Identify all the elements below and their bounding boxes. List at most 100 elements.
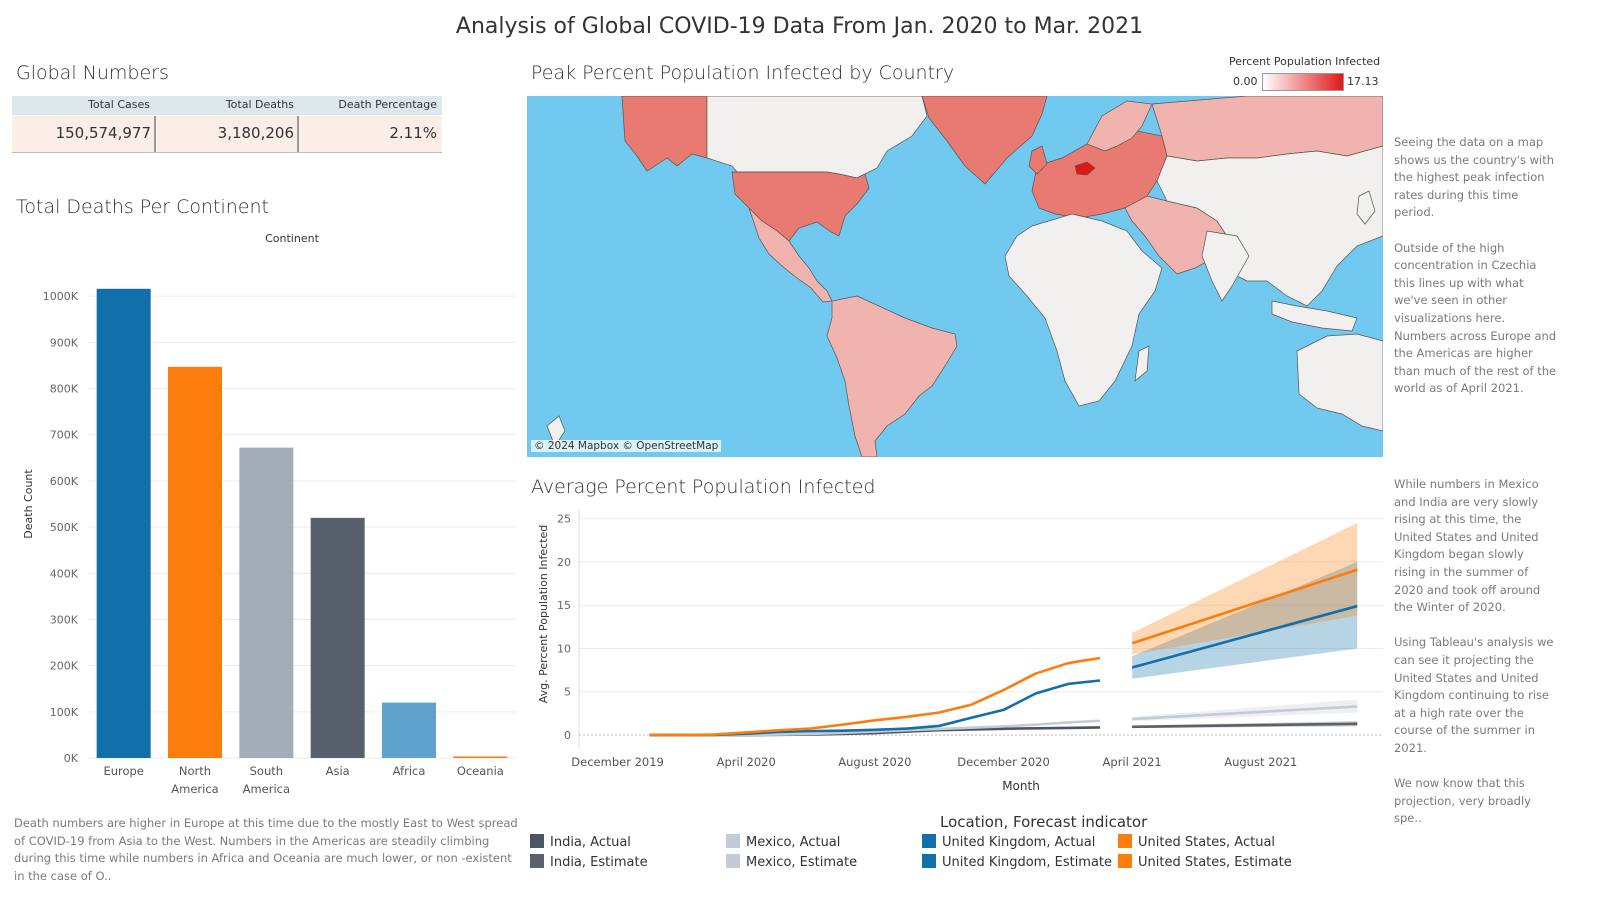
legend-label: India, Estimate	[550, 855, 648, 870]
bar-y-tick-label: 300K	[50, 613, 79, 626]
bar-y-axis-label: Death Count	[22, 469, 35, 539]
bar-x-tick-label: Europe	[103, 764, 143, 778]
continent-column-header: Continent	[265, 232, 319, 245]
bar-y-tick-label: 800K	[50, 383, 79, 396]
bar-x-tick-label: North	[179, 764, 211, 778]
legend-label: United Kingdom, Actual	[942, 835, 1096, 850]
legend-item[interactable]: India, Actual	[530, 834, 631, 850]
bar-y-tick-label: 100K	[50, 706, 79, 719]
line-x-tick-label: April 2021	[1103, 755, 1162, 769]
line-series-india-estimate[interactable]	[1132, 722, 1358, 729]
bar-south-america[interactable]	[239, 447, 294, 758]
infection-line-chart[interactable]: 0 5 10 15 20 25 December 2019 April 2020 August …	[527, 505, 1387, 805]
map-legend-min: 0.00	[1233, 75, 1258, 88]
legend-swatch	[726, 834, 740, 848]
global-numbers-title: Global Numbers	[16, 62, 169, 84]
deaths-per-continent-title: Total Deaths Per Continent	[16, 196, 270, 218]
legend-item[interactable]: Mexico, Estimate	[726, 854, 857, 870]
south-america-shape[interactable]	[826, 295, 958, 457]
legend-item[interactable]: Mexico, Actual	[726, 834, 840, 850]
bar-y-tick-label: 200K	[50, 660, 79, 673]
legend-swatch	[1118, 834, 1132, 848]
legend-swatch	[1118, 854, 1132, 868]
bar-oceania[interactable]	[453, 756, 508, 759]
total-cases-value[interactable]: 150,574,977	[55, 124, 151, 142]
line-y-tick-label: 25	[557, 513, 571, 526]
map-title: Peak Percent Population Infected by Coun…	[531, 62, 955, 84]
line-legend: India, Actual India, Estimate Mexico, Actu…	[530, 834, 1370, 874]
legend-label: United Kingdom, Estimate	[942, 855, 1113, 870]
india-shape[interactable]	[1201, 230, 1250, 302]
alaska-shape[interactable]	[621, 96, 708, 172]
line-series-united-kingdom-actual[interactable]	[649, 679, 1101, 737]
legend-swatch	[922, 834, 936, 848]
legend-item[interactable]: United Kingdom, Actual	[922, 834, 1095, 850]
cell-divider	[297, 116, 299, 153]
global-numbers-value-row[interactable]	[12, 116, 442, 153]
africa-shape[interactable]	[1004, 213, 1163, 407]
global-numbers-header-row	[12, 96, 442, 115]
russia-shape[interactable]	[1151, 96, 1383, 162]
line-series-united-kingdom-estimate[interactable]	[1131, 604, 1358, 669]
uk-shape[interactable]	[1028, 145, 1048, 175]
new-zealand-shape[interactable]	[546, 415, 566, 447]
legend-label: United States, Estimate	[1138, 855, 1292, 870]
line-y-tick-label: 5	[564, 686, 571, 699]
mexico-shape[interactable]	[748, 207, 833, 303]
line-x-tick-label: December 2020	[957, 755, 1050, 769]
legend-item[interactable]: United Kingdom, Estimate	[922, 854, 1112, 870]
bar-x-tick-label: Oceania	[457, 764, 504, 778]
line-chart-title: Average Percent Population Infected	[531, 476, 876, 498]
total-cases-header: Total Cases	[88, 98, 150, 111]
line-note: While numbers in Mexico and India are ve…	[1394, 477, 1554, 826]
world-choropleth-map[interactable]	[527, 96, 1383, 457]
death-percentage-value[interactable]: 2.11%	[389, 124, 437, 142]
bar-asia[interactable]	[310, 517, 365, 758]
line-series-united-states-estimate[interactable]	[1131, 568, 1358, 645]
legend-item[interactable]: India, Estimate	[530, 854, 648, 870]
bar-y-tick-label: 0K	[64, 752, 79, 765]
scandinavia-shape[interactable]	[1086, 100, 1153, 152]
canada-shape[interactable]	[706, 96, 928, 179]
map-legend-title: Percent Population Infected	[1229, 55, 1381, 68]
map-color-legend	[1262, 73, 1344, 91]
line-x-tick-label: December 2019	[571, 755, 664, 769]
line-y-tick-label: 0	[564, 729, 571, 742]
deaths-note: Death numbers are higher in Europe at th…	[14, 816, 518, 883]
madagascar-shape[interactable]	[1134, 345, 1150, 382]
dashboard-title: Analysis of Global COVID-19 Data From Ja…	[455, 14, 1144, 39]
czechia-shape[interactable]	[1074, 161, 1096, 176]
bar-y-tick-label: 400K	[50, 567, 79, 580]
line-series-united-states-actual[interactable]	[649, 656, 1101, 737]
line-series-mexico-estimate[interactable]	[1132, 705, 1358, 721]
line-x-axis-label: Month	[1002, 779, 1040, 793]
bar-africa[interactable]	[382, 702, 436, 758]
bar-europe[interactable]	[96, 288, 151, 758]
world-map-svg[interactable]	[527, 96, 1383, 457]
legend-swatch	[726, 854, 740, 868]
japan-shape[interactable]	[1356, 190, 1376, 225]
asia-shape[interactable]	[1156, 145, 1383, 307]
legend-label: Mexico, Actual	[746, 835, 841, 850]
legend-swatch	[530, 854, 544, 868]
total-deaths-value[interactable]: 3,180,206	[217, 124, 294, 142]
australia-shape[interactable]	[1296, 333, 1383, 432]
line-x-tick-label: April 2020	[717, 755, 776, 769]
southeast-asia-shape[interactable]	[1271, 300, 1358, 332]
bar-y-tick-label: 700K	[50, 429, 79, 442]
map-credit: © 2024 Mapbox © OpenStreetMap	[531, 440, 722, 452]
table-bottom-border	[12, 152, 442, 153]
legend-item[interactable]: United States, Estimate	[1118, 854, 1292, 870]
map-note: Seeing the data on a map shows us the co…	[1394, 135, 1557, 396]
line-x-tick-label: August 2021	[1224, 755, 1297, 769]
legend-label: United States, Actual	[1138, 835, 1276, 850]
bar-north-america[interactable]	[168, 366, 222, 758]
legend-item[interactable]: United States, Actual	[1118, 834, 1275, 850]
greenland-shape[interactable]	[921, 96, 1048, 185]
line-y-tick-label: 15	[557, 599, 571, 612]
usa-shape[interactable]	[731, 171, 870, 242]
deaths-bar-chart[interactable]: 0K 100K 200K 300K 400K 500K 600K 700K 800K 900K 10…	[0, 245, 520, 805]
bar-x-tick-label: South	[250, 764, 283, 778]
forecast-band-united-kingdom-estimate	[1132, 561, 1358, 679]
death-percentage-header: Death Percentage	[338, 98, 437, 111]
